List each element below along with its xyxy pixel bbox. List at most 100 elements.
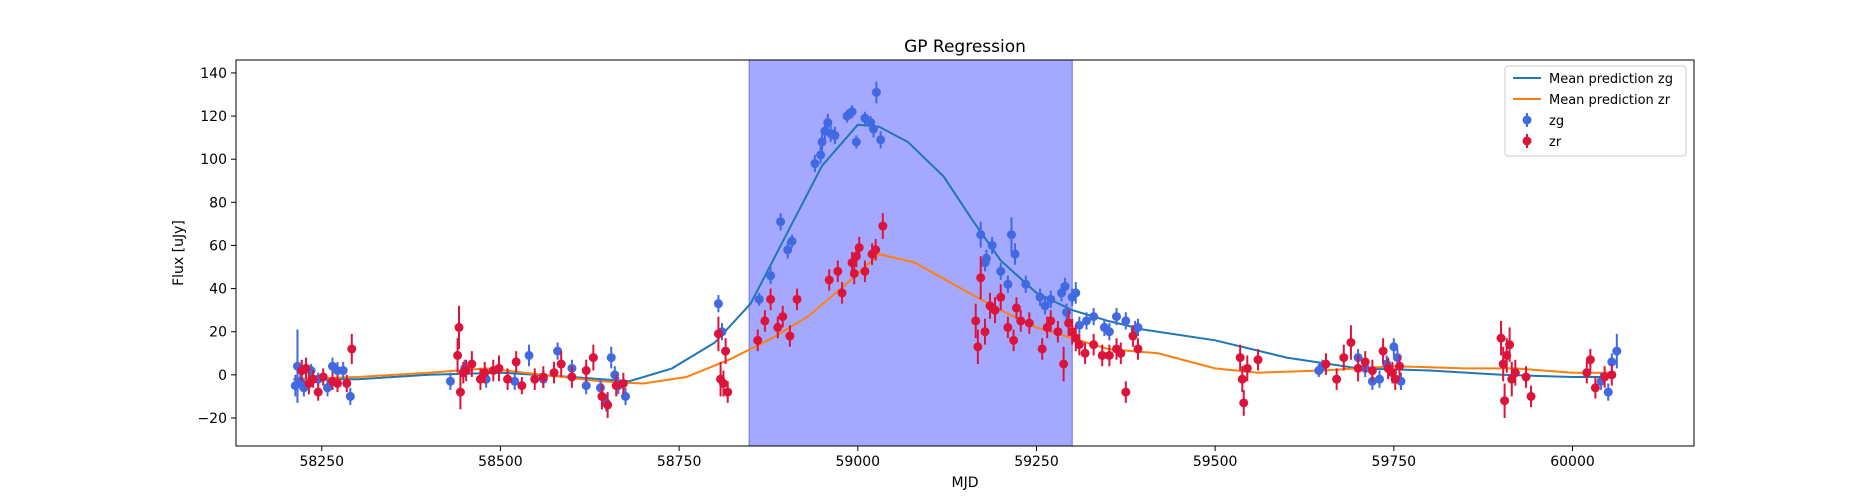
data-point [581, 366, 591, 376]
x-tick-label: 58750 [657, 454, 702, 470]
data-point [1053, 327, 1063, 337]
legend-marker-swatch [1522, 136, 1532, 146]
data-point [854, 243, 864, 253]
data-point [1035, 292, 1045, 302]
data-point [713, 329, 723, 339]
x-tick-label: 59250 [1014, 454, 1059, 470]
data-point [778, 312, 788, 322]
data-point [1395, 361, 1405, 371]
data-point [776, 217, 786, 227]
data-point [1080, 348, 1090, 358]
data-point [553, 346, 563, 356]
data-point [1003, 322, 1013, 332]
data-point [1089, 340, 1099, 350]
data-point [597, 391, 607, 401]
data-point [1121, 387, 1131, 397]
x-tick-label: 58500 [478, 454, 523, 470]
data-point [1010, 249, 1020, 259]
data-point [1006, 230, 1016, 240]
data-point [792, 294, 802, 304]
data-point [618, 378, 628, 388]
data-point [1498, 359, 1508, 369]
data-point [556, 359, 566, 369]
data-point [445, 376, 455, 386]
data-point [1128, 331, 1138, 341]
data-point [475, 374, 485, 384]
data-point [976, 273, 986, 283]
y-tick-label: 80 [209, 195, 227, 211]
data-point [510, 376, 520, 386]
data-point [1024, 318, 1034, 328]
data-point [549, 368, 559, 378]
data-point [313, 387, 323, 397]
legend-label: Mean prediction zg [1549, 72, 1673, 87]
data-point [524, 350, 534, 360]
data-point [596, 383, 605, 393]
data-point [783, 245, 793, 255]
data-point [1607, 370, 1617, 380]
data-point [1061, 307, 1071, 317]
legend-label: zg [1549, 114, 1564, 129]
data-point [467, 359, 477, 369]
data-point [1046, 294, 1056, 304]
data-point [760, 316, 770, 326]
data-point [503, 374, 513, 384]
legend-label: Mean prediction zr [1549, 93, 1671, 108]
data-point [1074, 340, 1084, 350]
data-point [1112, 312, 1122, 322]
data-point [1612, 346, 1622, 356]
data-point [847, 107, 857, 117]
data-point [816, 150, 826, 160]
data-point [785, 331, 795, 341]
data-point [1505, 340, 1515, 350]
y-tick-label: 60 [209, 238, 227, 254]
data-point [1011, 303, 1021, 313]
data-point [833, 266, 843, 276]
data-point [308, 374, 318, 384]
data-point [1071, 288, 1081, 298]
x-axis-title: MJD [952, 475, 979, 491]
y-tick-label: 100 [200, 152, 227, 168]
data-point [849, 268, 859, 278]
data-point [990, 305, 1000, 315]
data-point [1600, 372, 1610, 382]
y-tick-label: 20 [209, 325, 227, 341]
data-point [810, 159, 820, 169]
series-zg [290, 81, 1622, 412]
y-tick-label: 40 [209, 282, 227, 298]
data-point [611, 381, 621, 391]
data-point [603, 400, 613, 410]
highlight-span [748, 59, 1073, 447]
data-point [1253, 355, 1263, 365]
data-point [454, 322, 464, 332]
data-point [753, 335, 763, 345]
data-point [1390, 374, 1400, 384]
data-point [1121, 316, 1131, 326]
data-point [1009, 335, 1019, 345]
data-point [996, 292, 1006, 302]
data-point [976, 230, 986, 240]
data-point [1353, 363, 1363, 373]
data-point [830, 130, 840, 140]
x-tick-label: 60000 [1550, 454, 1595, 470]
plot-frame [235, 59, 1695, 447]
data-point [721, 346, 731, 356]
data-point [301, 363, 311, 373]
legend-marker-swatch [1522, 115, 1532, 125]
data-point [517, 381, 527, 391]
data-point [1046, 316, 1056, 326]
data-point [996, 266, 1006, 276]
data-point [1500, 396, 1510, 406]
data-point [1237, 374, 1247, 384]
data-point [1133, 344, 1143, 354]
data-point [1585, 355, 1595, 365]
data-point [480, 368, 490, 378]
data-point [511, 357, 521, 367]
data-point [1060, 281, 1070, 291]
data-point [871, 87, 881, 97]
data-point [723, 387, 733, 397]
data-point [1375, 374, 1385, 384]
data-point [621, 391, 631, 401]
legend-label: zr [1549, 135, 1562, 150]
